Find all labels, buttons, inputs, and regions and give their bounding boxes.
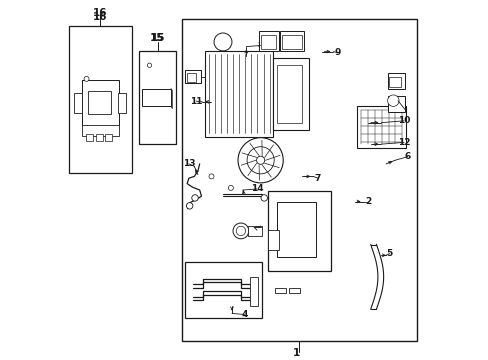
- Bar: [276, 202, 316, 257]
- Bar: [81, 125, 119, 136]
- Bar: [95, 134, 102, 140]
- Text: 12: 12: [397, 138, 409, 147]
- Text: 16: 16: [93, 8, 107, 18]
- Text: 11: 11: [189, 96, 202, 105]
- Bar: [249, 277, 257, 306]
- Bar: [105, 134, 112, 140]
- Text: 1: 1: [292, 348, 300, 358]
- Circle shape: [256, 156, 264, 164]
- Bar: [88, 91, 111, 114]
- Text: 3: 3: [253, 226, 260, 235]
- Text: 2: 2: [365, 197, 370, 206]
- Circle shape: [191, 195, 198, 201]
- Circle shape: [214, 33, 231, 51]
- Circle shape: [228, 185, 233, 190]
- Bar: [388, 77, 400, 87]
- Circle shape: [246, 147, 274, 174]
- Bar: [142, 89, 171, 107]
- Text: 14: 14: [250, 184, 263, 193]
- Bar: [247, 226, 261, 235]
- Bar: [289, 288, 300, 293]
- Bar: [274, 288, 285, 293]
- Bar: [387, 96, 405, 112]
- Circle shape: [233, 223, 248, 239]
- Bar: [273, 58, 308, 130]
- Bar: [204, 51, 273, 137]
- Text: 15: 15: [150, 33, 164, 43]
- Text: 7: 7: [314, 174, 321, 183]
- Text: 4: 4: [241, 310, 247, 319]
- Circle shape: [186, 203, 192, 209]
- Bar: [260, 35, 276, 49]
- Circle shape: [208, 174, 214, 179]
- Bar: [81, 80, 119, 126]
- Bar: [267, 191, 330, 271]
- Text: 16: 16: [93, 12, 107, 22]
- Bar: [185, 262, 262, 318]
- Text: 8: 8: [257, 41, 263, 50]
- Text: 9: 9: [334, 48, 340, 57]
- Circle shape: [147, 63, 151, 67]
- Text: 5: 5: [386, 249, 392, 258]
- Bar: [185, 70, 201, 83]
- Circle shape: [387, 95, 398, 107]
- Bar: [280, 31, 303, 51]
- Bar: [187, 73, 196, 82]
- Bar: [69, 26, 131, 173]
- Bar: [139, 51, 176, 144]
- Bar: [118, 93, 126, 113]
- Bar: [182, 19, 416, 341]
- Text: 13: 13: [183, 159, 195, 168]
- Circle shape: [238, 138, 283, 183]
- Circle shape: [84, 76, 89, 81]
- Text: 6: 6: [404, 152, 410, 161]
- Bar: [387, 73, 405, 89]
- Bar: [258, 31, 278, 51]
- Circle shape: [236, 226, 245, 235]
- Circle shape: [261, 195, 267, 201]
- Bar: [74, 93, 81, 113]
- Bar: [357, 107, 405, 148]
- Bar: [282, 35, 301, 49]
- Bar: [267, 230, 278, 250]
- Text: 15: 15: [151, 33, 165, 43]
- Bar: [85, 134, 93, 140]
- Bar: [276, 65, 301, 123]
- Text: 10: 10: [397, 116, 409, 125]
